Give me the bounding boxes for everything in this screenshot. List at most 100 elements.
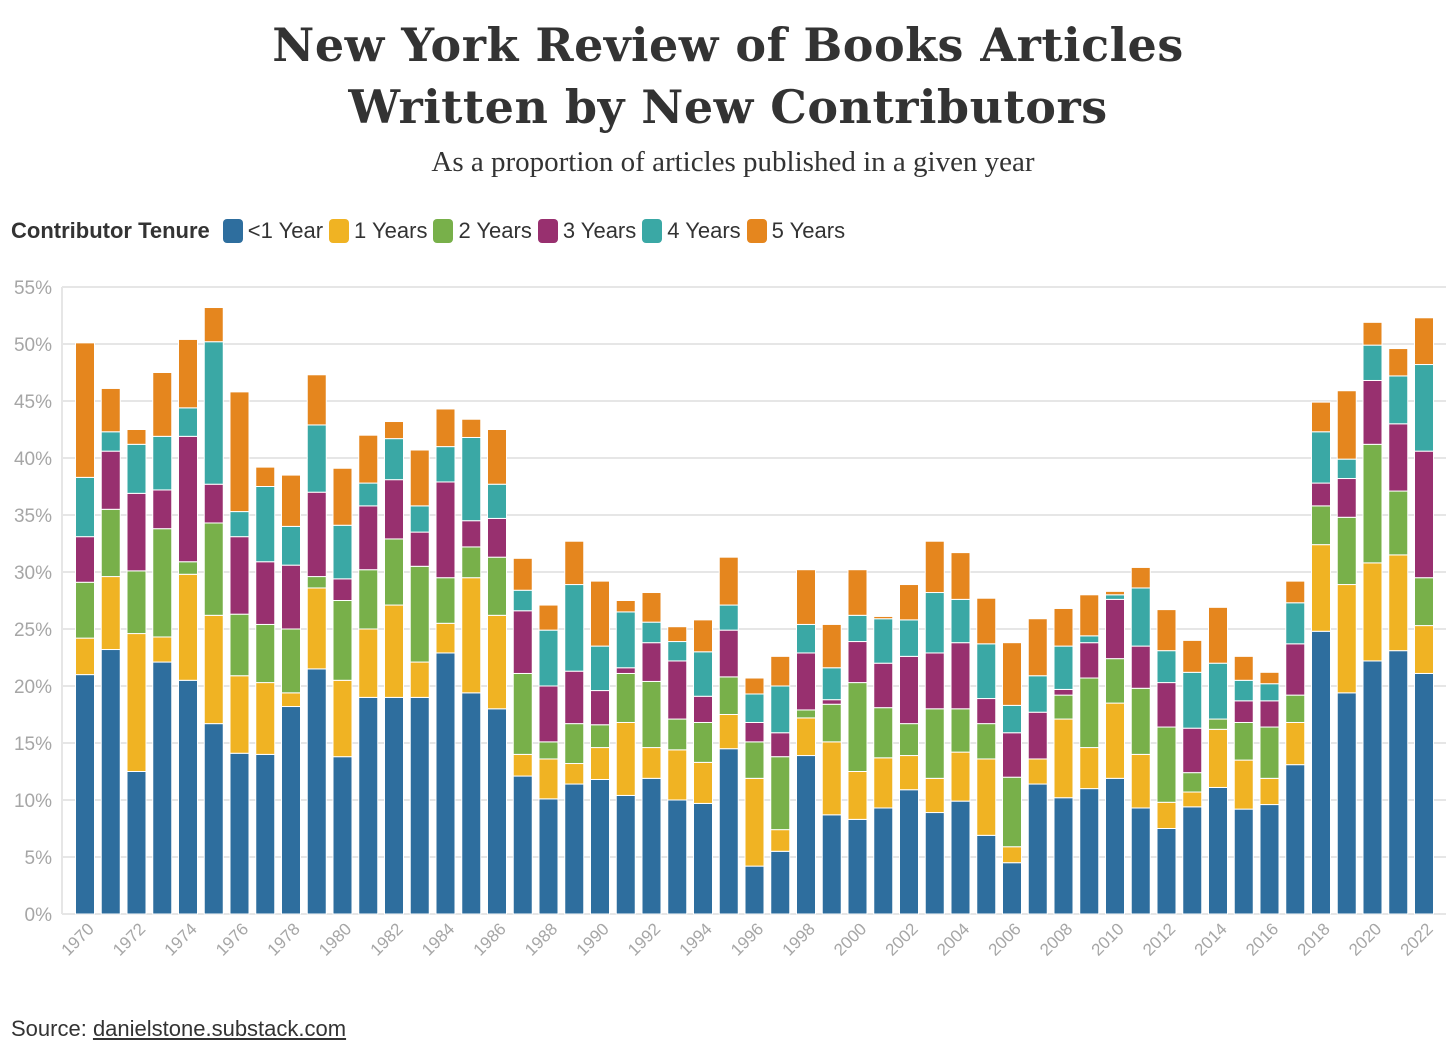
bar-segment: [178, 679, 198, 915]
bar-segment: [744, 741, 765, 779]
legend-item-3-years[interactable]: 3 Years: [537, 218, 636, 244]
legend-swatch: [433, 219, 454, 243]
bar-segment: [1053, 797, 1074, 915]
bar-segment: [1259, 804, 1280, 915]
legend-item-2-years[interactable]: 2 Years: [433, 218, 532, 244]
bar-segment: [1002, 846, 1022, 864]
bar-segment: [718, 676, 739, 716]
legend-item-lt1-year[interactable]: <1 Year: [222, 218, 323, 244]
bar-segment: [1079, 635, 1100, 644]
bar-segment: [1336, 516, 1357, 586]
bar-segment: [1362, 562, 1383, 662]
bar-segment: [306, 374, 327, 426]
bar-segment: [332, 578, 353, 601]
bar-segment: [1285, 764, 1306, 915]
bar-segment: [641, 777, 662, 915]
bar-segment: [1388, 554, 1409, 652]
bar-segment: [796, 709, 816, 719]
chart-title-line-2: Written by New Contributors: [348, 80, 1108, 134]
bar-segment: [384, 421, 404, 440]
bar-segment: [590, 645, 610, 692]
bar-segment: [203, 614, 224, 725]
bar-segment: [255, 466, 276, 487]
bar-segment: [770, 756, 791, 831]
bar-segment: [1053, 718, 1074, 799]
bar-segment: [590, 778, 610, 915]
bar-segment: [281, 525, 301, 566]
x-tick-label: 2020: [1345, 919, 1385, 959]
bar-segment: [152, 489, 173, 530]
bar-segment: [100, 508, 121, 578]
bar-segment: [384, 604, 404, 698]
bar-segment: [1182, 639, 1203, 673]
bar-segment: [384, 538, 404, 606]
bar-segment: [693, 619, 713, 653]
y-tick-label: 30%: [14, 563, 52, 584]
y-tick-label: 45%: [14, 392, 52, 413]
bar-segment: [976, 834, 997, 915]
bar-segment: [615, 600, 636, 613]
bar-segment: [435, 652, 456, 915]
bar-segment: [1285, 694, 1306, 723]
bar-segment: [976, 723, 997, 760]
bar-segment: [693, 695, 713, 723]
bar-segment: [152, 372, 173, 437]
bar-segment: [641, 747, 662, 779]
bar-segment: [1156, 682, 1177, 728]
bar-segment: [1388, 650, 1409, 915]
chart-title-line-1: New York Review of Books Articles: [272, 18, 1184, 72]
bar-segment: [75, 674, 95, 915]
bar-segment: [641, 642, 662, 682]
bar-segment: [667, 749, 688, 801]
bar-segment: [538, 741, 559, 760]
y-tick-label: 0%: [25, 905, 53, 926]
bar-segment: [178, 407, 198, 437]
bar-segment: [924, 812, 945, 915]
legend-item-1-years[interactable]: 1 Years: [329, 218, 427, 244]
bar-segment: [178, 561, 198, 575]
legend-item-4-years[interactable]: 4 Years: [642, 218, 741, 244]
bar-segment: [924, 540, 945, 594]
bar-segment: [203, 522, 224, 616]
bar-segment: [1285, 602, 1306, 645]
bar-segment: [229, 536, 250, 615]
bar-segment: [950, 751, 971, 802]
bar-segment: [1311, 630, 1331, 915]
bar-segment: [899, 755, 919, 791]
bar-segment: [821, 699, 842, 705]
bar-segment: [229, 752, 250, 915]
bar-segment: [1130, 687, 1151, 755]
bar-segment: [1362, 344, 1383, 381]
bar-segment: [203, 307, 224, 343]
bar-segment: [332, 600, 353, 681]
x-tick-label: 1978: [264, 919, 304, 959]
bar-segment: [435, 446, 456, 483]
legend-item-5-years[interactable]: 5 Years: [746, 218, 845, 244]
x-tick-label: 2004: [933, 919, 973, 959]
bar-segment: [1208, 718, 1228, 730]
bar-segment: [152, 435, 173, 491]
bar-segment: [821, 741, 842, 816]
bar-segment: [1285, 580, 1306, 604]
bar-segment: [1233, 655, 1254, 681]
bar-segment: [873, 615, 894, 620]
bar-segment: [899, 655, 919, 725]
source-link[interactable]: danielstone.substack.com: [92, 1016, 347, 1041]
bar-segment: [1311, 482, 1331, 507]
bar-segment: [1156, 726, 1177, 803]
bar-segment: [1156, 828, 1177, 915]
bar-segment: [358, 434, 379, 484]
bar-segment: [1027, 711, 1048, 760]
bar-segment: [1182, 772, 1203, 793]
bar-segment: [409, 661, 430, 698]
bar-segment: [487, 556, 507, 616]
bar-segment: [744, 865, 765, 915]
bar-segment: [615, 794, 636, 915]
bar-segment: [306, 668, 327, 915]
bar-segment: [1336, 478, 1357, 518]
legend-swatch: [222, 219, 243, 243]
bar-segment: [100, 576, 121, 651]
bar-segment: [281, 564, 301, 630]
x-tick-label: 1982: [367, 919, 407, 959]
bar-segment: [1002, 862, 1022, 915]
